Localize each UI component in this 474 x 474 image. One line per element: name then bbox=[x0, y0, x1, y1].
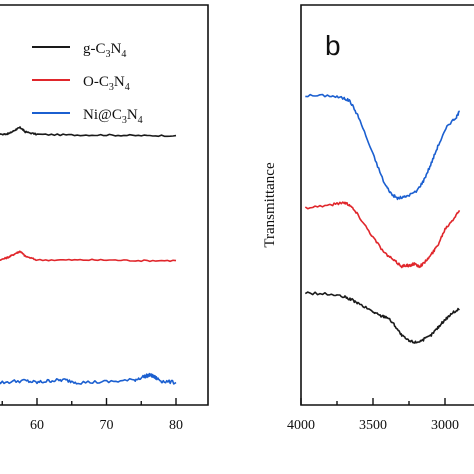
panel-b-x-tick-label: 4000 bbox=[287, 418, 315, 433]
panel-b-label: b bbox=[325, 30, 341, 61]
panel-a-legend: g-C3N4 O-C3N4 Ni@C3N4 bbox=[32, 41, 143, 126]
legend-label-ni-c3n4: Ni@C3N4 bbox=[83, 107, 143, 126]
panel-b-x-ticks: 4000 3500 3000 bbox=[287, 398, 459, 433]
panel-b-x-tick-label: 3500 bbox=[359, 418, 387, 433]
panel-b-y-axis-title: Transmittance bbox=[262, 162, 278, 248]
panel-b-traces bbox=[304, 93, 461, 344]
panel-a: 60 70 80 g-C3N4 O-C3N4 Ni@C3N4 bbox=[0, 4, 209, 433]
panel-a-x-tick-label: 60 bbox=[30, 418, 44, 433]
panel-b-frame bbox=[300, 4, 474, 406]
panel-a-x-tick-label: 80 bbox=[169, 418, 183, 433]
panel-b: b Transmittance 4000 3500 3000 bbox=[262, 4, 474, 433]
trace-b-ni-c3n4 bbox=[305, 93, 461, 201]
panel-a-x-ticks: 60 70 80 bbox=[1, 398, 183, 433]
panel-a-traces bbox=[0, 126, 177, 385]
panel-b-x-tick-label: 3000 bbox=[431, 418, 459, 433]
trace-b-o-c3n4 bbox=[304, 201, 461, 269]
trace-o-c3n4 bbox=[0, 250, 177, 263]
legend-label-g-c3n4: g-C3N4 bbox=[83, 41, 126, 60]
legend-label-o-c3n4: O-C3N4 bbox=[83, 74, 130, 93]
panel-a-frame bbox=[0, 4, 209, 406]
trace-ni-c3n4 bbox=[0, 372, 177, 385]
trace-b-g-c3n4 bbox=[304, 291, 460, 344]
panel-a-x-tick-label: 70 bbox=[100, 418, 114, 433]
trace-g-c3n4 bbox=[0, 126, 177, 138]
